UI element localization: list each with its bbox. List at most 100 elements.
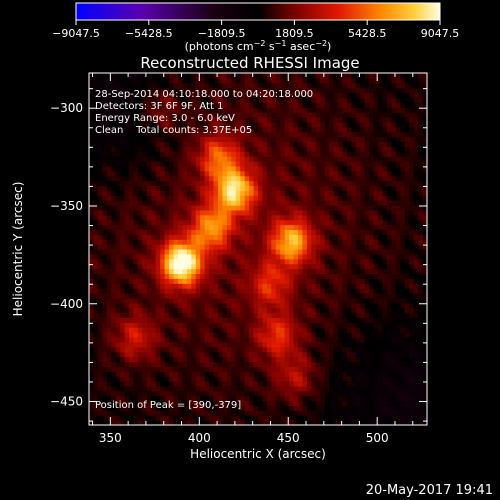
heatmap-cell [364, 190, 370, 196]
heatmap-cell [106, 327, 112, 333]
heatmap-cell [124, 224, 130, 231]
heatmap-cell [209, 146, 215, 152]
heatmap-cell [315, 117, 321, 123]
heatmap-cell [355, 175, 361, 182]
heatmap-cell [186, 209, 192, 216]
heatmap-cell [289, 385, 295, 392]
heatmap-cell [217, 214, 224, 221]
heatmap-cell [209, 195, 215, 201]
heatmap-cell [324, 77, 330, 84]
heatmap-cell [315, 77, 321, 84]
heatmap-cell [280, 322, 286, 328]
heatmap-cell [222, 273, 228, 279]
heatmap-cell [97, 410, 103, 416]
heatmap-cell [378, 376, 384, 382]
heatmap-cell [369, 77, 375, 84]
heatmap-cell [253, 302, 259, 309]
heatmap-cell [346, 337, 352, 343]
heatmap-cell [280, 385, 286, 392]
heatmap-cell [146, 273, 152, 279]
heatmap-cell [346, 410, 352, 416]
heatmap-cell [373, 346, 379, 353]
heatmap-cell [89, 302, 95, 309]
heatmap-cell [111, 165, 117, 172]
heatmap-cell [391, 317, 397, 323]
heatmap-cell [289, 97, 295, 103]
heatmap-cell [102, 87, 108, 94]
heatmap-cell [213, 273, 219, 279]
heatmap-cell [186, 121, 192, 128]
heatmap-cell [106, 117, 112, 123]
heatmap-cell [320, 307, 326, 314]
heatmap-cell [386, 258, 393, 265]
heatmap-cell [342, 302, 348, 309]
heatmap-cell [302, 405, 308, 411]
heatmap-cell [231, 131, 237, 138]
heatmap-cell [378, 332, 384, 338]
heatmap-cell [169, 151, 175, 157]
heatmap-cell [266, 107, 272, 113]
heatmap-cell [369, 293, 375, 299]
heatmap-cell [289, 126, 295, 133]
heatmap-cell [271, 263, 277, 270]
heatmap-cell [151, 322, 157, 328]
heatmap-cell [275, 322, 281, 328]
heatmap-cell [213, 244, 219, 250]
heatmap-cell [235, 234, 241, 240]
heatmap-cell [284, 341, 290, 348]
heatmap-cell [106, 410, 112, 416]
heatmap-cell [151, 332, 157, 338]
heatmap-cell [373, 341, 379, 348]
heatmap-cell [222, 195, 228, 201]
heatmap-cell [351, 190, 357, 196]
heatmap-cell [209, 117, 215, 123]
heatmap-cell [355, 307, 361, 314]
heatmap-cell [217, 322, 224, 328]
heatmap-cell [311, 307, 317, 314]
heatmap-cell [280, 297, 286, 304]
heatmap-cell [364, 283, 370, 289]
heatmap-cell [124, 322, 130, 328]
heatmap-cell [182, 361, 188, 367]
heatmap-cell [137, 293, 143, 299]
heatmap-cell [298, 224, 304, 231]
heatmap-cell [395, 420, 401, 425]
heatmap-cell [302, 317, 308, 323]
heatmap-cell [217, 390, 224, 397]
heatmap-cell [191, 273, 197, 279]
heatmap-cell [151, 175, 157, 182]
heatmap-cell [338, 288, 344, 294]
heatmap-cell [378, 180, 384, 187]
heatmap-cell [177, 141, 183, 147]
heatmap-cell [346, 97, 352, 103]
heatmap-cell [364, 200, 370, 206]
heatmap-cell [235, 249, 241, 255]
heatmap-cell [258, 136, 264, 143]
heatmap-cell [244, 244, 250, 250]
heatmap-cell [244, 126, 250, 133]
heatmap-cell [191, 156, 197, 162]
heatmap-cell [186, 117, 192, 123]
heatmap-cell [262, 288, 268, 294]
heatmap-cell [249, 102, 255, 108]
heatmap-cell [129, 156, 135, 162]
heatmap-cell [346, 165, 352, 172]
heatmap-cell [391, 351, 397, 358]
heatmap-cell [209, 390, 215, 397]
heatmap-cell [106, 307, 112, 314]
heatmap-cell [204, 332, 210, 338]
heatmap-cell [155, 87, 161, 94]
heatmap-cell [89, 185, 95, 191]
heatmap-cell [364, 273, 370, 279]
heatmap-cell [284, 244, 290, 250]
heatmap-cell [311, 249, 317, 255]
heatmap-cell [137, 102, 143, 108]
heatmap-cell [106, 200, 112, 206]
heatmap-cell [391, 302, 397, 309]
heatmap-cell [146, 253, 152, 260]
heatmap-cell [129, 190, 135, 196]
heatmap-cell [124, 126, 130, 133]
heatmap-cell [235, 337, 241, 343]
heatmap-cell [209, 337, 215, 343]
heatmap-cell [320, 175, 326, 182]
